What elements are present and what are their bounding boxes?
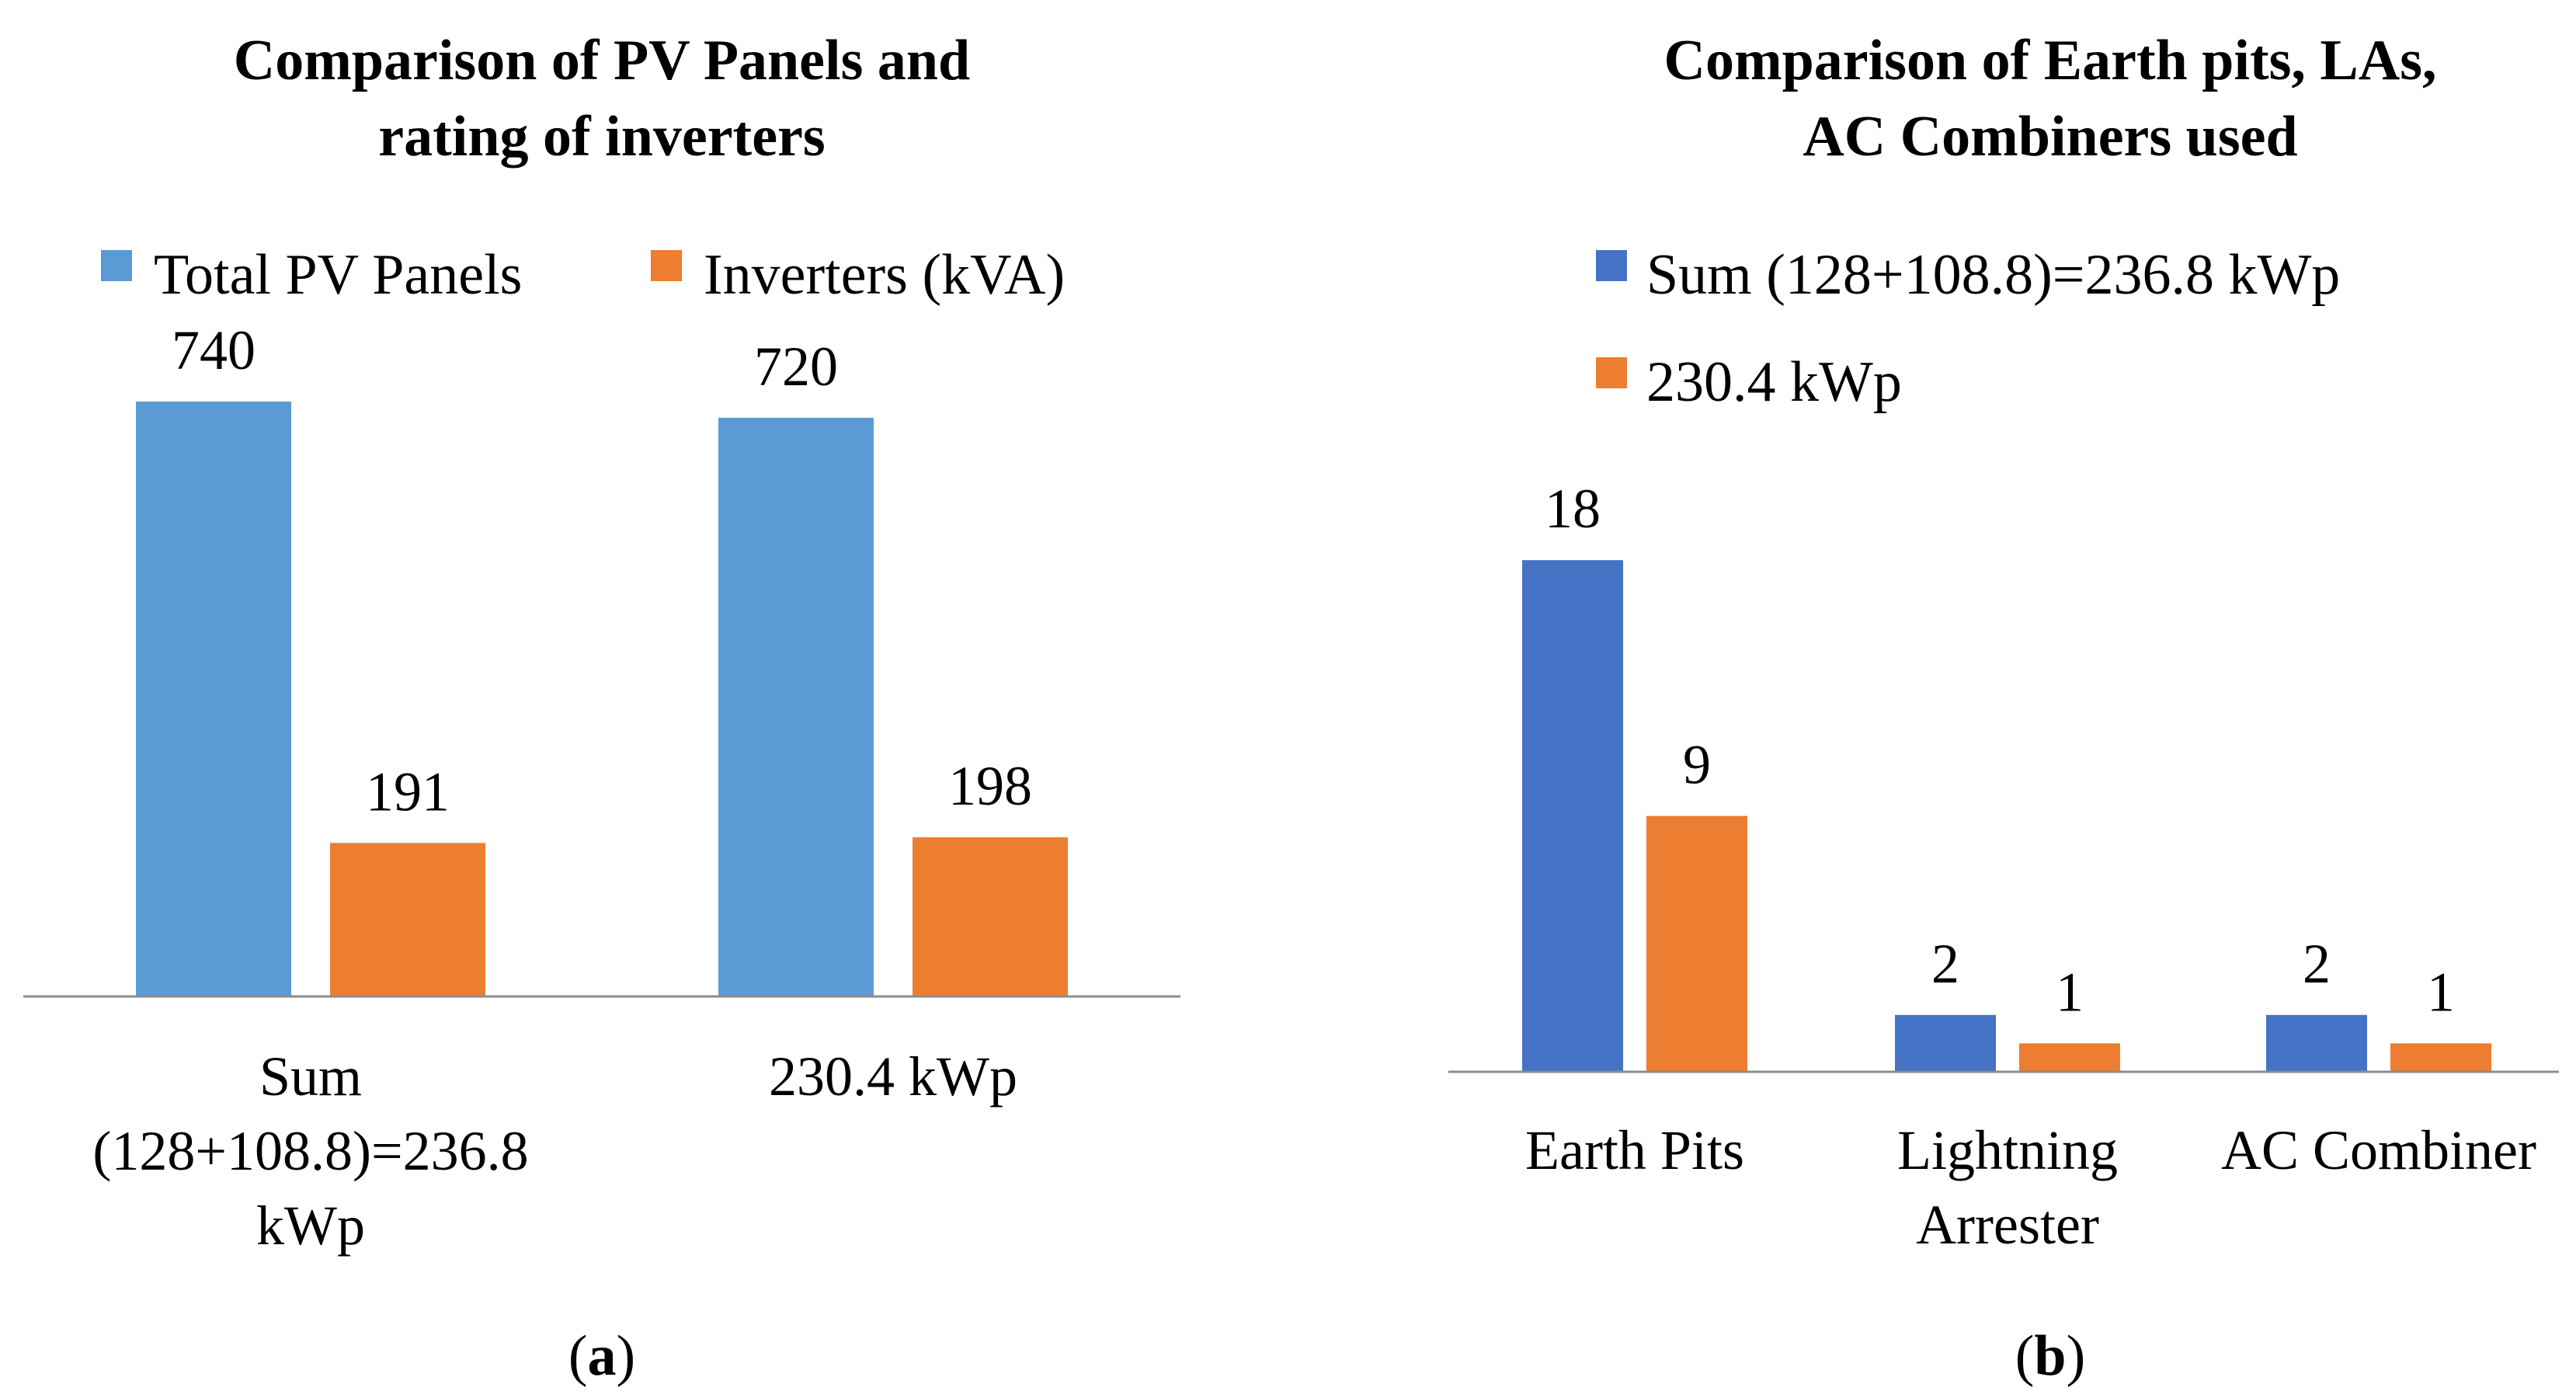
data-label: 2 bbox=[2303, 933, 2331, 995]
data-label: 191 bbox=[366, 760, 450, 822]
data-label: 18 bbox=[1545, 478, 1601, 540]
category-label: Lightning bbox=[1897, 1119, 2118, 1181]
caption-close: ) bbox=[617, 1324, 636, 1388]
bar bbox=[1646, 816, 1747, 1072]
chart-b: Comparison of Earth pits, LAs, AC Combine… bbox=[1448, 29, 2559, 1388]
category-label: Sum bbox=[259, 1045, 362, 1108]
bar bbox=[913, 837, 1068, 996]
category-label: kWp bbox=[256, 1195, 365, 1257]
bar bbox=[330, 843, 485, 996]
figure-caption: (a) bbox=[568, 1324, 635, 1388]
caption-open: ( bbox=[568, 1324, 588, 1388]
legend-swatch bbox=[101, 250, 132, 281]
category-label: 230.4 kWp bbox=[769, 1045, 1017, 1108]
data-label: 740 bbox=[172, 319, 256, 381]
category-label: AC Combiner bbox=[2221, 1119, 2536, 1181]
bar bbox=[2390, 1043, 2491, 1072]
caption-letter: b bbox=[2034, 1324, 2066, 1388]
bar bbox=[718, 417, 874, 996]
legend-swatch bbox=[1596, 357, 1627, 388]
legend-label: Sum (128+108.8)=236.8 kWp bbox=[1646, 243, 2340, 307]
legend-label: Total PV Panels bbox=[154, 243, 522, 307]
data-label: 1 bbox=[2056, 961, 2084, 1023]
caption-close: ) bbox=[2067, 1324, 2086, 1388]
chart-title-line: Comparison of Earth pits, LAs, bbox=[1664, 29, 2437, 92]
chart-title-line: AC Combiners used bbox=[1803, 105, 2297, 169]
legend-label: Inverters (kVA) bbox=[704, 243, 1065, 307]
bar bbox=[2019, 1043, 2120, 1072]
bar bbox=[136, 402, 291, 996]
category-label: (128+108.8)=236.8 bbox=[92, 1120, 528, 1182]
chart-title-line: rating of inverters bbox=[378, 105, 825, 169]
legend-swatch bbox=[1596, 250, 1627, 281]
data-label: 9 bbox=[1683, 734, 1711, 796]
caption-open: ( bbox=[2015, 1324, 2035, 1388]
bar bbox=[2266, 1014, 2367, 1072]
category-label: Arrester bbox=[1916, 1194, 2099, 1256]
data-label: 2 bbox=[1931, 933, 1959, 995]
data-label: 1 bbox=[2427, 961, 2455, 1023]
category-label: Earth Pits bbox=[1525, 1119, 1744, 1181]
data-label: 720 bbox=[754, 336, 838, 398]
bar bbox=[1522, 560, 1623, 1072]
bar bbox=[1895, 1014, 1996, 1072]
legend-label: 230.4 kWp bbox=[1646, 350, 1902, 414]
legend-swatch bbox=[651, 250, 682, 281]
chart-title-line: Comparison of PV Panels and bbox=[234, 29, 970, 92]
chart-a: Comparison of PV Panels and rating of inv… bbox=[23, 29, 1180, 1388]
caption-letter: a bbox=[588, 1324, 617, 1388]
data-label: 198 bbox=[948, 755, 1032, 817]
figure-caption: (b) bbox=[2015, 1324, 2085, 1388]
